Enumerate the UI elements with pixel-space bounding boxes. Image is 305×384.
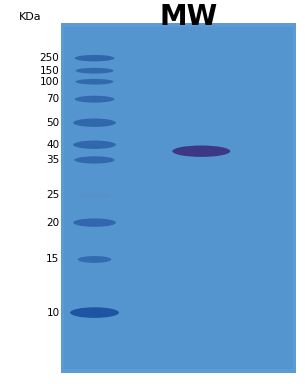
Text: 50: 50 [46,118,59,128]
Ellipse shape [172,146,230,157]
Text: KDa: KDa [19,12,42,22]
Text: 40: 40 [46,140,59,150]
Bar [61,23,296,372]
Text: 35: 35 [46,155,59,165]
Ellipse shape [76,68,113,74]
Text: 250: 250 [40,53,59,63]
Ellipse shape [73,141,116,149]
Text: 15: 15 [46,255,59,265]
Ellipse shape [75,55,114,61]
Ellipse shape [75,96,114,103]
Text: 100: 100 [40,77,59,87]
Ellipse shape [70,307,119,318]
Text: 20: 20 [46,218,59,228]
Text: 150: 150 [40,66,59,76]
Text: 70: 70 [46,94,59,104]
Text: MW: MW [160,3,218,31]
Ellipse shape [73,119,116,127]
Text: 10: 10 [46,308,59,318]
Ellipse shape [74,156,115,164]
Text: 25: 25 [46,190,59,200]
Ellipse shape [73,218,116,227]
Bar [64,27,293,369]
Ellipse shape [78,256,111,263]
Ellipse shape [79,192,110,197]
Ellipse shape [76,79,113,84]
